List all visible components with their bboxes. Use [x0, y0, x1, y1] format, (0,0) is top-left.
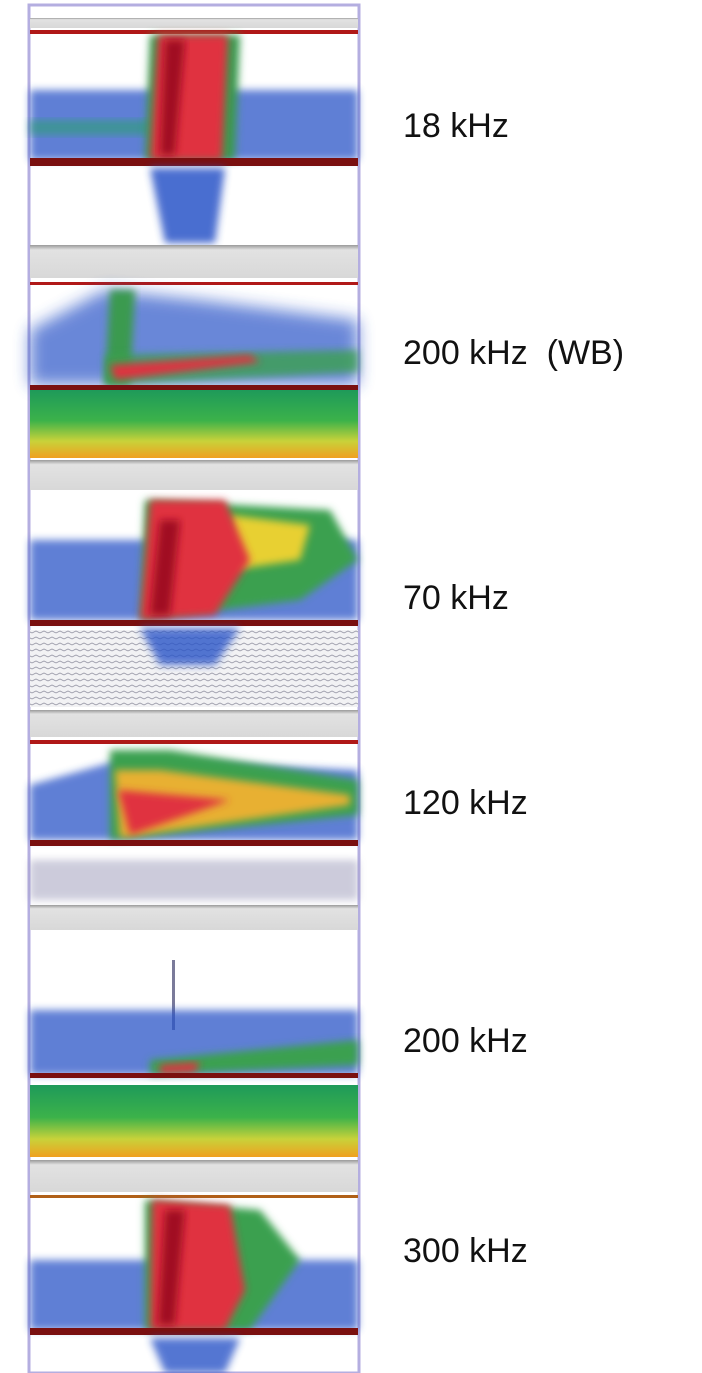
frequency-label: 200 kHz — [403, 1022, 528, 1060]
frequency-label: 120 kHz — [403, 784, 528, 822]
echogram — [30, 282, 358, 490]
labels: 18 kHz 200 kHz (WB) 70 kHz 120 kHz 200 kHz 30… — [403, 107, 624, 1270]
echogram — [30, 960, 358, 1192]
echogram — [30, 1195, 358, 1373]
frequency-label: 18 kHz — [403, 107, 509, 145]
frequency-label: 70 kHz — [403, 579, 509, 617]
frequency-label: 300 kHz — [403, 1232, 528, 1270]
frequency-label: 200 kHz (WB) — [403, 334, 624, 372]
echogram — [30, 740, 358, 930]
echogram — [30, 18, 358, 278]
echogram — [30, 500, 358, 737]
